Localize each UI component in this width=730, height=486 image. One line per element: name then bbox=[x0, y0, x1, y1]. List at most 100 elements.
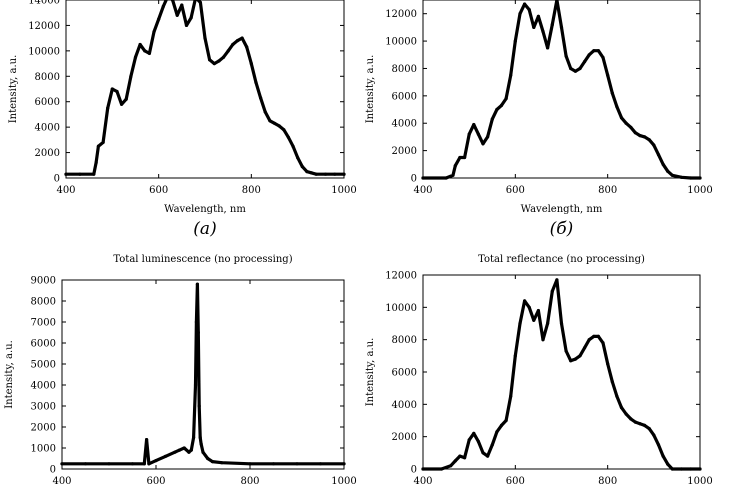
data-point bbox=[495, 430, 499, 434]
data-point bbox=[323, 172, 328, 176]
data-point bbox=[596, 49, 601, 53]
data-point bbox=[619, 406, 624, 410]
data-point bbox=[486, 135, 490, 139]
data-point bbox=[439, 467, 444, 471]
chart-2: 400 600 800 1000020004000600080001000012000… bbox=[365, 0, 713, 239]
data-point bbox=[110, 87, 114, 91]
data-point bbox=[601, 55, 605, 60]
data-point bbox=[194, 320, 198, 324]
data-point bbox=[210, 460, 214, 464]
data-point bbox=[120, 102, 124, 106]
series-line bbox=[64, 0, 346, 176]
data-point bbox=[124, 97, 128, 101]
x-tick-label: 600 bbox=[146, 476, 165, 486]
data-point bbox=[78, 172, 82, 176]
data-point bbox=[615, 394, 619, 398]
data-point bbox=[106, 106, 110, 110]
data-point bbox=[509, 73, 513, 77]
data-point bbox=[453, 459, 457, 463]
data-point bbox=[142, 462, 146, 466]
y-tick-label: 10000 bbox=[385, 303, 417, 314]
y-axis-label: Intensity, a.u. bbox=[365, 338, 376, 407]
data-point bbox=[192, 435, 196, 440]
data-point bbox=[698, 467, 702, 471]
data-point bbox=[203, 36, 207, 40]
y-tick-label: 4000 bbox=[392, 119, 417, 130]
data-point bbox=[638, 422, 642, 426]
x-tick-label: 1000 bbox=[331, 185, 356, 196]
data-point bbox=[652, 433, 656, 437]
y-tick-label: 6000 bbox=[31, 339, 56, 350]
y-tick-label: 1000 bbox=[31, 444, 56, 455]
data-point bbox=[666, 169, 670, 173]
data-point bbox=[248, 462, 252, 466]
data-point bbox=[467, 438, 471, 442]
data-point bbox=[509, 394, 513, 398]
data-point bbox=[513, 39, 517, 43]
data-point bbox=[643, 423, 647, 427]
data-point bbox=[268, 119, 272, 123]
data-point bbox=[198, 0, 202, 5]
data-point bbox=[296, 156, 300, 160]
x-tick-label: 800 bbox=[242, 185, 261, 196]
data-point bbox=[523, 2, 527, 6]
data-point bbox=[601, 341, 605, 345]
data-point bbox=[481, 142, 485, 146]
data-point bbox=[647, 138, 651, 142]
data-point bbox=[661, 162, 665, 166]
y-tick-label: 6000 bbox=[392, 91, 417, 102]
x-axis-label: Wavelength, nm bbox=[521, 204, 603, 215]
data-point bbox=[624, 121, 628, 125]
data-point bbox=[300, 165, 304, 169]
series-line bbox=[421, 278, 702, 471]
data-point bbox=[259, 96, 263, 100]
data-point bbox=[564, 54, 568, 58]
data-point bbox=[689, 467, 693, 471]
data-point bbox=[208, 58, 212, 62]
y-tick-label: 7000 bbox=[31, 318, 56, 329]
data-point bbox=[499, 103, 504, 107]
data-point bbox=[173, 450, 177, 454]
data-point bbox=[472, 123, 476, 127]
data-point bbox=[196, 330, 200, 335]
y-tick-label: 0 bbox=[54, 174, 60, 185]
data-point bbox=[615, 105, 619, 109]
x-tick-label: 1000 bbox=[687, 185, 712, 196]
y-tick-label: 2000 bbox=[392, 432, 417, 443]
y-tick-label: 14000 bbox=[28, 0, 60, 7]
data-point bbox=[212, 62, 216, 66]
x-tick-label: 600 bbox=[506, 476, 525, 486]
data-point bbox=[490, 117, 494, 121]
chart-1: 400 600 800 1000020004000600080001000012000… bbox=[8, 0, 357, 239]
series-line bbox=[60, 282, 346, 466]
data-point bbox=[107, 462, 111, 466]
x-tick-label: 800 bbox=[240, 476, 259, 486]
data-point bbox=[295, 462, 299, 466]
data-point bbox=[145, 438, 149, 442]
y-axis-label: Intensity, a.u. bbox=[8, 55, 19, 124]
data-point bbox=[314, 172, 318, 176]
data-point bbox=[421, 467, 425, 471]
data-point bbox=[245, 45, 249, 49]
y-tick-label: 10000 bbox=[28, 46, 60, 57]
data-point bbox=[217, 59, 221, 63]
y-tick-label: 4000 bbox=[392, 400, 417, 411]
data-point bbox=[633, 131, 638, 135]
y-tick-label: 4000 bbox=[35, 123, 60, 134]
x-tick-label: 800 bbox=[598, 476, 617, 486]
data-point bbox=[573, 69, 578, 73]
data-point bbox=[578, 354, 582, 358]
x-axis-label: Wavelength, nm bbox=[164, 204, 246, 215]
data-point bbox=[60, 462, 64, 466]
data-point bbox=[661, 454, 665, 458]
data-point bbox=[670, 173, 674, 177]
y-tick-label: 2000 bbox=[31, 423, 56, 434]
data-point bbox=[147, 462, 151, 466]
plot-frame bbox=[422, 0, 701, 179]
data-point bbox=[458, 454, 462, 458]
data-point bbox=[596, 334, 601, 338]
data-point bbox=[94, 161, 98, 165]
data-point bbox=[536, 14, 541, 18]
data-point bbox=[195, 282, 199, 286]
chart-caption: (б) bbox=[550, 219, 574, 239]
